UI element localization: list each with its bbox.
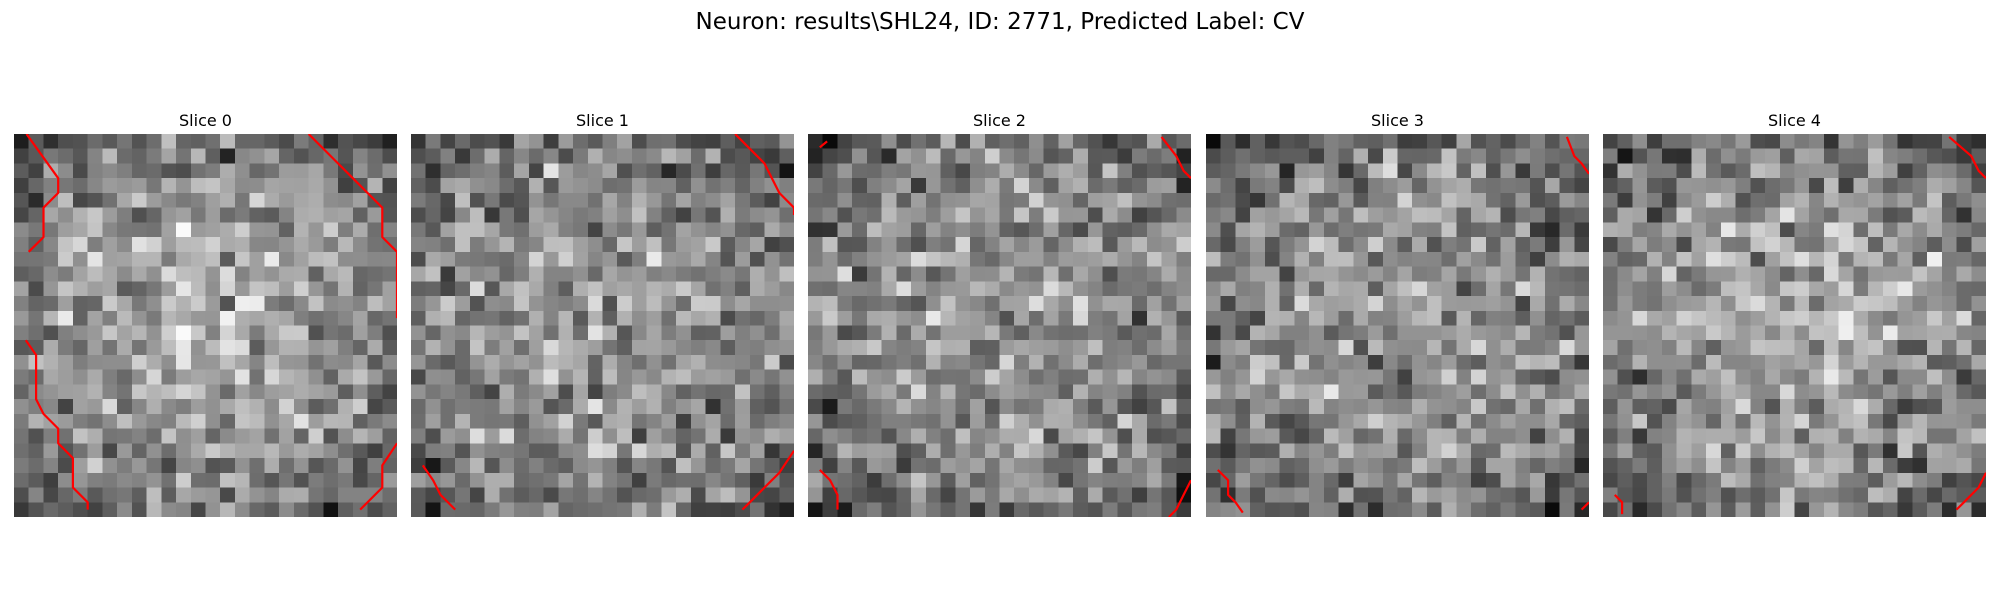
- pixel-grid: [1206, 134, 1589, 517]
- slice-image-3: [1206, 134, 1589, 517]
- slice-panel-1: Slice 1: [411, 110, 794, 517]
- contour-line-2: [1955, 472, 1986, 511]
- contour-line-1: [421, 464, 456, 511]
- contour-line-0: [1948, 136, 1986, 179]
- contour-line-3: [359, 442, 397, 511]
- contour-line-3: [1168, 479, 1191, 517]
- slice-panel-4: Slice 4: [1603, 110, 1986, 517]
- slice-title-4: Slice 4: [1768, 111, 1821, 130]
- slice-title-3: Slice 3: [1371, 111, 1424, 130]
- slice-title-2: Slice 2: [973, 111, 1026, 130]
- contour-line-0: [734, 134, 794, 215]
- slice-title-0: Slice 0: [179, 111, 232, 130]
- contour-line-1: [819, 140, 828, 149]
- contour-line-2: [741, 450, 794, 511]
- contour-line-1: [307, 134, 397, 319]
- slice-image-0: [14, 134, 397, 517]
- slice-image-2: [808, 134, 1191, 517]
- slice-title-1: Slice 1: [576, 111, 629, 130]
- slice-panel-2: Slice 2: [808, 110, 1191, 517]
- contour-line-0: [1565, 136, 1589, 175]
- slice-image-4: [1603, 134, 1986, 517]
- slice-image-1: [411, 134, 794, 517]
- contour-line-0: [1160, 136, 1191, 179]
- pixel-grid: [411, 134, 794, 517]
- slice-panel-3: Slice 3: [1206, 110, 1589, 517]
- figure-title: Neuron: results\SHL24, ID: 2771, Predict…: [695, 9, 1305, 35]
- contour-line-2: [819, 469, 839, 510]
- contour-line-1: [1614, 494, 1624, 515]
- contour-line-2: [1580, 501, 1589, 511]
- contour-line-1: [1217, 469, 1244, 514]
- slice-panel-0: Slice 0: [14, 110, 397, 517]
- pixel-grid: [1603, 134, 1986, 517]
- contour-line-2: [24, 339, 89, 510]
- pixel-grid: [808, 134, 1191, 517]
- contour-line-0: [25, 134, 60, 253]
- pixel-grid: [14, 134, 397, 517]
